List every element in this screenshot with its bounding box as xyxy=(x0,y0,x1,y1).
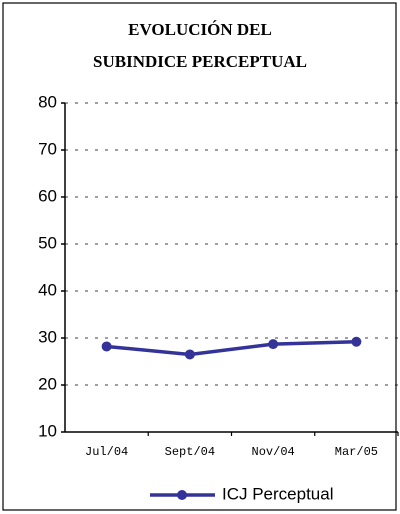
y-tick-label: 50 xyxy=(38,233,57,252)
x-tick-label: Jul/04 xyxy=(85,445,128,459)
y-tick-label: 20 xyxy=(38,374,57,393)
y-tick-label: 60 xyxy=(38,186,57,205)
data-line xyxy=(106,340,357,357)
y-tick-label: 70 xyxy=(38,139,57,158)
data-point xyxy=(268,339,279,350)
chart-title: EVOLUCIÓN DEL SUBINDICE PERCEPTUAL xyxy=(93,20,307,71)
y-tick-label: 40 xyxy=(38,280,57,299)
y-tick-label: 80 xyxy=(38,92,57,111)
y-tick-label: 10 xyxy=(38,421,57,440)
x-tick-label: Sept/04 xyxy=(165,445,215,459)
y-tick-label: 30 xyxy=(38,327,57,346)
data-point xyxy=(351,336,362,347)
data-point xyxy=(101,341,112,352)
legend-label: ICJ Perceptual xyxy=(222,484,334,503)
data-point xyxy=(184,349,195,360)
x-tick-label: Nov/04 xyxy=(252,445,295,459)
legend-marker xyxy=(177,490,187,500)
x-tick-label: Mar/05 xyxy=(335,445,378,459)
chart-border xyxy=(2,2,397,511)
